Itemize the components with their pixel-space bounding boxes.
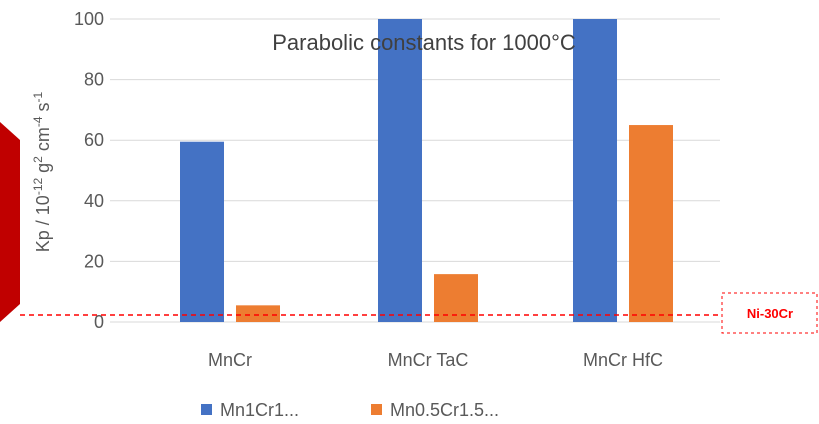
reference-label: Ni-30Cr [747,306,793,321]
category-label: MnCr HfC [583,350,663,370]
bar-series1 [378,19,422,322]
chart-title: Parabolic constants for 1000°C [272,30,576,55]
y-axis-label-superscript: -4 [31,116,45,127]
legend-swatch [201,404,212,415]
bar-series2 [434,274,478,322]
legend-label: Mn1Cr1... [220,400,299,420]
y-tick-label: 40 [84,191,104,211]
y-axis-label-text: Kp / 10 [33,195,53,252]
bar-series1 [180,141,224,322]
reference-line-group: Ni-30Cr [20,292,818,334]
y-tick-label: 0 [94,312,104,332]
y-axis-label: Kp / 10-12 g2 cm-4 s-1 [31,91,53,252]
bars [180,19,673,322]
bar-series2 [629,125,673,322]
reference-label-box [721,292,818,334]
y-axis-label-superscript: -1 [31,91,45,102]
y-tick-labels: 0 20 40 60 80 100 [74,9,104,332]
y-axis-label-superscript: 2 [31,156,45,163]
legend-swatch [371,404,382,415]
category-label: MnCr TaC [388,350,469,370]
y-axis-label-text: s [33,102,53,116]
bar-series1 [573,19,617,322]
bar-series2 [236,305,280,322]
y-tick-label: 20 [84,251,104,271]
category-label: MnCr [208,350,252,370]
category-labels: MnCr MnCr TaC MnCr HfC [208,350,663,370]
legend: Mn1Cr1... Mn0.5Cr1.5... [201,400,499,420]
y-tick-label: 60 [84,130,104,150]
y-axis-label-text: cm [33,127,53,156]
y-tick-label: 100 [74,9,104,29]
y-tick-label: 80 [84,70,104,90]
legend-label: Mn0.5Cr1.5... [390,400,499,420]
y-axis-label-superscript: -12 [31,178,45,196]
y-axis-label-text: g [33,163,53,178]
red-arrow-shape [0,122,20,322]
